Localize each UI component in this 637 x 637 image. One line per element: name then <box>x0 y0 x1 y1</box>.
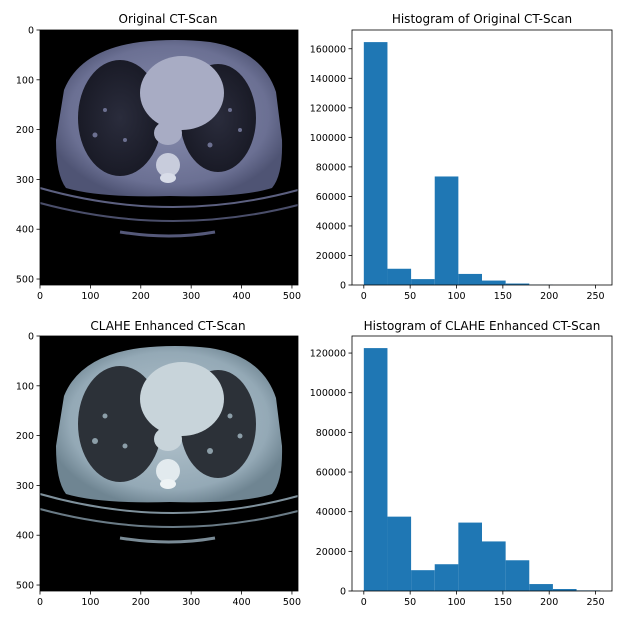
clahe-histogram-y-tick-label: 100000 <box>310 388 346 399</box>
clahe-histogram-bar <box>552 589 577 591</box>
clahe-histogram-bar <box>411 570 435 591</box>
clahe-image-y-tick-label: 0 <box>28 332 34 343</box>
clahe-image-title: CLAHE Enhanced CT-Scan <box>90 319 245 333</box>
original-image-y-tick-label: 300 <box>16 175 34 186</box>
original-image-title: Original CT-Scan <box>119 12 218 26</box>
clahe-histogram-x-tick-label: 250 <box>586 597 604 608</box>
clahe-image-y-tick-label: 100 <box>16 381 34 392</box>
original-image-y-tick-label: 0 <box>28 26 34 37</box>
panel-clahe-image: CLAHE Enhanced CT-Scan 0 100 200 300 400 500 … <box>16 319 301 608</box>
clahe-histogram-x-tick-label: 50 <box>404 597 416 608</box>
original-histogram-y-tick-label: 80000 <box>316 162 346 173</box>
clahe-histogram-y-tick-label: 80000 <box>316 428 346 439</box>
clahe-histogram-x-tick-label: 200 <box>540 597 558 608</box>
original-image-y-axis: 0 100 200 300 400 500 <box>16 26 40 286</box>
clahe-histogram-y-tick-label: 60000 <box>316 468 346 479</box>
original-histogram-y-tick-label: 20000 <box>316 251 346 262</box>
original-image-y-tick-label: 500 <box>16 275 34 286</box>
panel-original-image: Original CT-Scan 0 100 200 300 400 500 0 100 20… <box>16 12 301 302</box>
clahe-histogram-y-tick-label: 40000 <box>316 507 346 518</box>
original-image-y-tick-label: 400 <box>16 225 34 236</box>
clahe-ct-scan-image <box>39 346 299 544</box>
original-histogram-bar <box>434 176 459 285</box>
clahe-histogram-x-tick-label: 100 <box>447 597 465 608</box>
original-histogram-y-tick-label: 100000 <box>310 133 346 144</box>
clahe-histogram-y-tick-label: 0 <box>340 587 346 598</box>
clahe-image-y-tick-label: 200 <box>16 431 34 442</box>
original-histogram-x-tick-label: 150 <box>494 291 512 302</box>
original-histogram-y-tick-label: 60000 <box>316 192 346 203</box>
clahe-image-y-axis: 0 100 200 300 400 500 <box>16 332 40 592</box>
clahe-image-x-tick-label: 500 <box>283 597 301 608</box>
original-image-x-tick-label: 100 <box>81 291 99 302</box>
clahe-image-x-tick-label: 200 <box>132 597 150 608</box>
panel-original-histogram: Histogram of Original CT-Scan 0 50 100 150 2… <box>310 12 613 302</box>
original-histogram-y-tick-label: 120000 <box>310 103 346 114</box>
original-image-y-tick-label: 200 <box>16 125 34 136</box>
original-image-x-tick-label: 0 <box>37 291 43 302</box>
clahe-image-y-tick-label: 500 <box>16 581 34 592</box>
clahe-histogram-x-tick-label: 150 <box>494 597 512 608</box>
original-image-x-tick-label: 200 <box>132 291 150 302</box>
original-image-y-tick-label: 100 <box>16 75 34 86</box>
clahe-image-x-tick-label: 0 <box>37 597 43 608</box>
original-histogram-y-tick-label: 140000 <box>310 74 346 85</box>
clahe-image-axes-frame <box>39 335 299 592</box>
original-histogram-y-tick-label: 160000 <box>310 44 346 55</box>
original-histogram-bar <box>387 268 412 285</box>
original-histogram-bar <box>458 273 482 285</box>
clahe-image-x-tick-label: 400 <box>232 597 250 608</box>
original-image-x-tick-label: 400 <box>232 291 250 302</box>
original-ct-scan-image <box>39 40 299 238</box>
original-histogram-x-tick-label: 100 <box>447 291 465 302</box>
original-histogram-x-tick-label: 0 <box>361 291 367 302</box>
clahe-image-x-tick-label: 300 <box>182 597 200 608</box>
original-histogram-chart: 0 50 100 150 200 250 0 20000 40000 60000 80000 1000… <box>310 29 613 302</box>
clahe-histogram-bar <box>482 541 506 591</box>
original-histogram-title: Histogram of Original CT-Scan <box>392 12 572 26</box>
clahe-histogram-title: Histogram of CLAHE Enhanced CT-Scan <box>364 319 601 333</box>
clahe-image-x-axis: 0 100 200 300 400 500 <box>37 335 301 608</box>
original-image-axes-frame <box>39 29 299 286</box>
clahe-histogram-bar <box>458 522 482 591</box>
clahe-histogram-bar <box>363 348 388 591</box>
panel-clahe-histogram: Histogram of CLAHE Enhanced CT-Scan 0 50 1… <box>310 319 613 608</box>
clahe-histogram-y-tick-label: 120000 <box>310 349 346 360</box>
original-histogram-y-tick-label: 40000 <box>316 221 346 232</box>
original-histogram-axes-frame <box>351 29 613 286</box>
clahe-histogram-chart: 0 50 100 150 200 250 0 20000 40000 60000 80000 1000… <box>310 335 613 608</box>
original-histogram-y-tick-label: 0 <box>340 281 346 292</box>
clahe-histogram-bar <box>434 564 459 591</box>
original-histogram-x-tick-label: 50 <box>404 291 416 302</box>
clahe-image-x-tick-label: 100 <box>81 597 99 608</box>
original-image-x-axis: 0 100 200 300 400 500 <box>37 29 301 302</box>
original-image-x-tick-label: 300 <box>182 291 200 302</box>
clahe-histogram-bar <box>529 584 553 591</box>
clahe-image-y-tick-label: 400 <box>16 531 34 542</box>
clahe-histogram-y-tick-label: 20000 <box>316 547 346 558</box>
original-histogram-bar <box>411 279 435 285</box>
original-histogram-x-tick-label: 250 <box>586 291 604 302</box>
clahe-histogram-x-tick-label: 0 <box>361 597 367 608</box>
clahe-histogram-bar <box>505 560 530 591</box>
original-image-x-tick-label: 500 <box>283 291 301 302</box>
original-histogram-bar <box>363 42 388 286</box>
clahe-histogram-axes-frame <box>351 335 613 592</box>
original-histogram-bar <box>482 280 506 285</box>
clahe-histogram-bar <box>387 516 412 591</box>
original-histogram-bar <box>505 283 530 285</box>
clahe-image-y-tick-label: 300 <box>16 481 34 492</box>
original-histogram-x-tick-label: 200 <box>540 291 558 302</box>
